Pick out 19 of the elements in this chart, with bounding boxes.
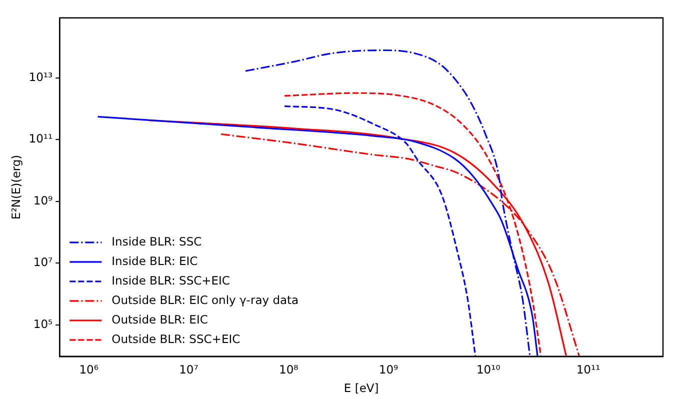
x-tick-label: 10⁷ [179, 362, 199, 376]
y-tick-label: 10¹¹ [28, 132, 53, 146]
legend-label: Inside BLR: SSC [112, 234, 202, 248]
y-tick-label: 10⁹ [33, 193, 54, 208]
legend-label: Inside BLR: EIC [112, 254, 198, 268]
legend-label: Outside BLR: EIC [112, 312, 208, 326]
x-tick-label: 10¹¹ [576, 362, 600, 376]
x-axis-title: E [eV] [344, 381, 379, 396]
x-tick-label: 10⁸ [279, 362, 299, 376]
x-tick-label: 10⁶ [79, 362, 99, 376]
x-tick-label: 10¹⁰ [476, 362, 501, 376]
y-axis-title: E²N(E)(erg) [8, 154, 23, 220]
y-tick-label: 10⁵ [33, 316, 54, 331]
x-tick-label: 10⁹ [378, 362, 399, 376]
legend-label: Outside BLR: SSC+EIC [112, 332, 240, 346]
y-tick-label: 10⁷ [33, 255, 54, 270]
y-tick-label: 10¹³ [28, 70, 54, 84]
legend-label: Inside BLR: SSC+EIC [112, 273, 230, 288]
legend-label: Outside BLR: EIC only γ-ray data [112, 292, 299, 307]
